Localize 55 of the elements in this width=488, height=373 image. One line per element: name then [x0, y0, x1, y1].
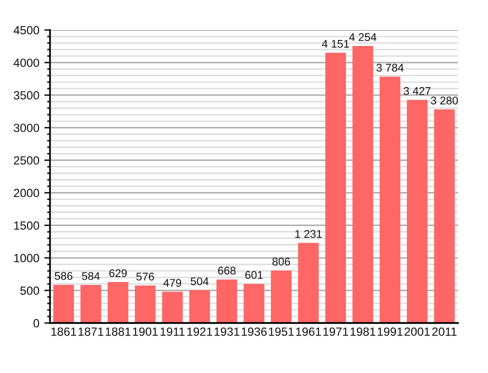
- x-tick-label: 2001: [404, 327, 430, 336]
- bar: [325, 52, 346, 323]
- x-tick-label: 1871: [78, 327, 104, 336]
- x-tick-label: 1991: [378, 327, 403, 336]
- y-tick-label: 0: [33, 319, 40, 328]
- data-label: 576: [136, 272, 154, 281]
- y-tick-label: 4000: [14, 58, 40, 67]
- bar: [270, 270, 292, 323]
- data-label: 3 427: [404, 87, 431, 95]
- bar: [380, 76, 400, 323]
- x-tick-label: 1921: [187, 327, 212, 336]
- data-label: 479: [163, 278, 182, 287]
- x-tick-label: 1951: [268, 327, 294, 336]
- bar: [406, 100, 428, 323]
- bar: [80, 284, 102, 323]
- y-tick-label: 500: [20, 286, 40, 295]
- x-tick-label: 1931: [214, 327, 240, 336]
- data-label: 504: [190, 277, 209, 286]
- x-tick-label: 1971: [323, 327, 348, 336]
- y-tick-label: 2000: [14, 188, 40, 198]
- x-tick-label: 1936: [242, 327, 267, 336]
- data-label: 601: [245, 271, 263, 279]
- bar: [434, 109, 455, 323]
- bar: [244, 284, 264, 323]
- data-label: 4 254: [349, 33, 376, 42]
- x-tick-label: 1861: [51, 327, 76, 336]
- bar: [108, 282, 128, 323]
- bar: [189, 290, 210, 323]
- y-tick-label: 1500: [14, 221, 40, 230]
- data-label: 1 231: [295, 230, 322, 238]
- y-tick-label: 3500: [14, 91, 40, 100]
- y-tick-label: 1000: [14, 254, 40, 262]
- data-label: 668: [218, 266, 236, 275]
- x-tick-label: 1961: [296, 327, 321, 336]
- data-label: 806: [272, 258, 290, 266]
- y-tick-label: 4500: [14, 26, 40, 34]
- x-tick-label: 1901: [132, 327, 158, 336]
- bar: [134, 285, 156, 323]
- x-tick-label: 1911: [160, 327, 185, 336]
- data-label: 3 784: [376, 64, 404, 72]
- bar: [162, 292, 183, 323]
- y-tick-label: 3000: [14, 124, 40, 132]
- x-tick-label: 1981: [350, 327, 376, 336]
- data-label: 4 151: [322, 40, 349, 48]
- bar: [216, 280, 238, 323]
- x-tick-label: 1881: [106, 327, 131, 336]
- bar: [352, 46, 374, 323]
- data-label: 586: [54, 272, 72, 280]
- bar: [298, 242, 319, 323]
- data-label: 3 280: [430, 96, 458, 104]
- x-tick-label: 2011: [432, 327, 457, 336]
- y-tick-label: 2500: [14, 156, 40, 165]
- data-label: 629: [109, 269, 127, 278]
- bar: [53, 284, 74, 323]
- data-label: 584: [82, 272, 100, 280]
